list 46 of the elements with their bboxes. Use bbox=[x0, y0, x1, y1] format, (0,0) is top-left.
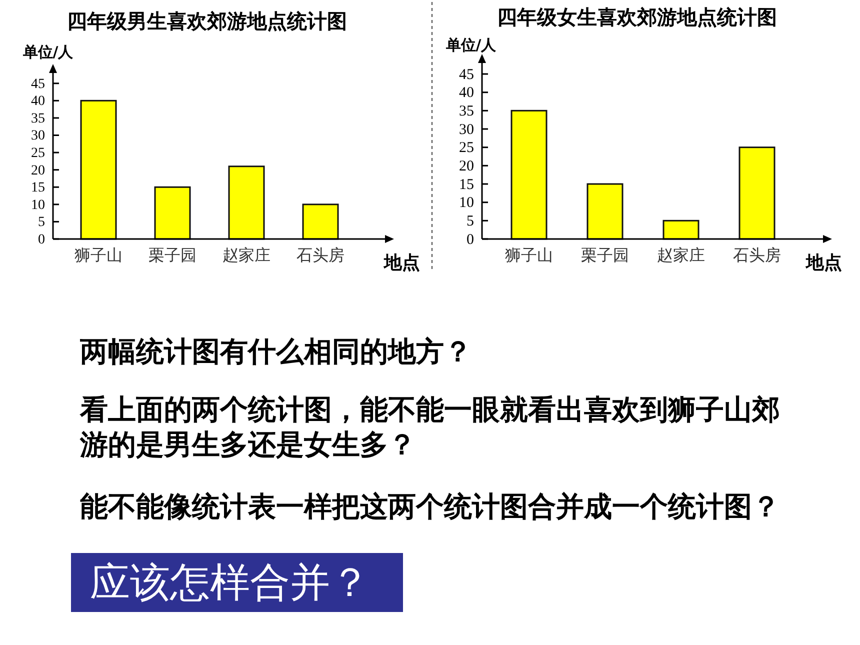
x-tick-label: 栗子园 bbox=[148, 245, 196, 264]
chart-title: 四年级女生喜欢郊游地点统计图 bbox=[497, 5, 777, 29]
x-tick-label: 赵家庄 bbox=[657, 245, 705, 264]
y-axis-title: 单位/人 bbox=[444, 36, 498, 54]
y-tick-label: 45 bbox=[31, 76, 45, 92]
y-tick-label: 20 bbox=[31, 163, 45, 178]
y-tick-label: 30 bbox=[31, 128, 45, 144]
y-tick-label: 0 bbox=[38, 232, 45, 248]
y-tick-label: 35 bbox=[31, 111, 45, 126]
x-axis-title: 地点 bbox=[383, 252, 420, 274]
y-tick-label: 30 bbox=[459, 122, 474, 138]
y-tick-label: 5 bbox=[466, 213, 474, 230]
bar bbox=[302, 204, 339, 240]
bar bbox=[154, 186, 191, 240]
x-tick-label: 石头房 bbox=[296, 245, 344, 264]
bar bbox=[586, 183, 624, 240]
x-tick-label: 狮子山 bbox=[505, 245, 553, 264]
y-tick-label: 15 bbox=[31, 180, 45, 196]
bar bbox=[662, 220, 700, 240]
text: 看上面的两个统计图，能不能一眼就看出喜欢到狮子山郊游的是男生多还是女生多？ bbox=[80, 392, 781, 462]
bar bbox=[80, 100, 117, 240]
x-tick-label: 石头房 bbox=[733, 245, 781, 264]
chart-title: 四年级男生喜欢郊游地点统计图 bbox=[67, 9, 347, 33]
x-tick-label: 赵家庄 bbox=[222, 245, 270, 264]
y-tick-label: 35 bbox=[459, 103, 474, 120]
x-tick-label: 栗子园 bbox=[581, 245, 629, 264]
y-tick-label: 10 bbox=[459, 195, 474, 212]
y-tick-label: 40 bbox=[31, 94, 45, 110]
text: 应该怎样合并？ bbox=[90, 560, 370, 606]
y-tick-label: 25 bbox=[31, 146, 45, 162]
text: 两幅统计图有什么相同的地方？ bbox=[80, 334, 473, 369]
text: 能不能像统计表一样把这两个统计图合并成一个统计图？ bbox=[80, 489, 781, 524]
y-tick-label: 15 bbox=[459, 176, 474, 193]
y-tick-label: 45 bbox=[459, 66, 474, 83]
y-tick-label: 10 bbox=[31, 198, 45, 213]
x-tick-label: 狮子山 bbox=[74, 245, 122, 264]
y-tick-label: 0 bbox=[466, 232, 474, 248]
y-tick-label: 20 bbox=[459, 158, 474, 174]
bar bbox=[228, 166, 265, 240]
y-axis-title: 单位/人 bbox=[22, 43, 74, 61]
y-tick-label: 40 bbox=[459, 85, 474, 102]
bar bbox=[510, 110, 548, 240]
x-axis-title: 地点 bbox=[805, 252, 842, 274]
bar bbox=[738, 146, 776, 240]
y-tick-label: 25 bbox=[459, 140, 474, 156]
y-tick-label: 5 bbox=[38, 215, 45, 230]
